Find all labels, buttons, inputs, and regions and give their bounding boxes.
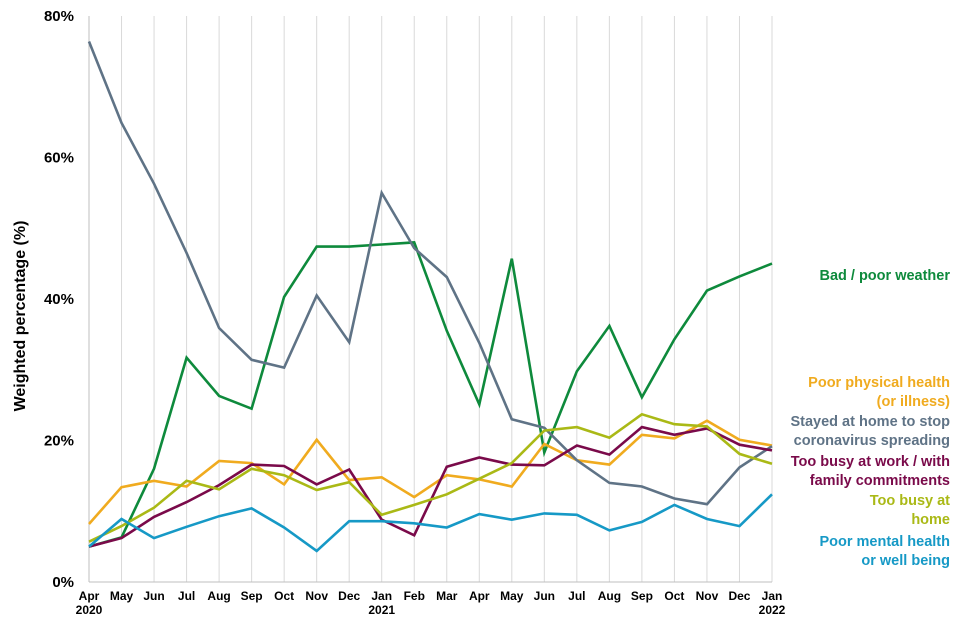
series-label-too-busy-at-home: Too busy at home: [870, 493, 950, 528]
x-tick-label: Feb: [404, 589, 425, 603]
series-label-line: Poor mental health: [819, 534, 950, 550]
series-label-stayed-at-home-to-stop-coronavirus-spreading: Stayed at home to stop coronavirus spread…: [790, 414, 950, 449]
series-label-line: Too busy at work / with: [791, 454, 950, 470]
y-tick-label: 80%: [44, 8, 74, 25]
y-tick-labels: 0% 20% 40% 60% 80%: [44, 8, 74, 591]
series-label-line: Bad / poor weather: [819, 268, 950, 284]
x-tick-label: Jan: [762, 589, 783, 603]
x-tick-label: Apr: [469, 589, 490, 603]
x-tick-label: Jun: [534, 589, 555, 603]
series-label-line: coronavirus spreading: [794, 433, 950, 449]
x-tick-label: Jan: [371, 589, 392, 603]
x-tick-year-label: 2020: [76, 603, 103, 617]
x-tick-label: Apr: [79, 589, 100, 603]
x-tick-label: May: [110, 589, 134, 603]
x-tick-label: Oct: [274, 589, 294, 603]
series-label-line: home: [911, 512, 950, 528]
y-axis-label: Weighted percentage (%): [12, 221, 29, 412]
series-label-line: Poor physical health: [808, 375, 950, 391]
x-tick-label: Dec: [728, 589, 750, 603]
x-tick-label: Jul: [178, 589, 195, 603]
x-tick-label: Sep: [631, 589, 653, 603]
x-tick-label: Sep: [241, 589, 263, 603]
x-tick-label: Nov: [305, 589, 328, 603]
x-tick-year-label: 2021: [368, 603, 395, 617]
series-line-stayed-at-home-to-stop-coronavirus-spreading: [87, 41, 773, 506]
x-tick-label: Oct: [664, 589, 684, 603]
x-tick-label: Aug: [598, 589, 621, 603]
y-tick-label: 60%: [44, 150, 74, 167]
series-label-too-busy-at-work-with-family-commitments: Too busy at work / with family commitment…: [791, 454, 950, 489]
series-labels: Bad / poor weather Poor physical health (o…: [790, 268, 950, 569]
y-tick-label: 20%: [44, 433, 74, 450]
series-lines: [87, 41, 773, 553]
x-tick-label: Jul: [568, 589, 585, 603]
x-tick-label: Mar: [436, 589, 458, 603]
series-line-bad-poor-weather: [88, 241, 773, 548]
x-tick-label: Nov: [696, 589, 719, 603]
series-line-too-busy-at-work-with-family-commitments: [88, 425, 773, 548]
x-tick-label: May: [500, 589, 524, 603]
series-label-line: family commitments: [810, 473, 950, 489]
vertical-gridlines: [121, 16, 773, 582]
axes: [88, 16, 772, 583]
series-label-line: or well being: [861, 553, 950, 569]
series-line-too-busy-at-home: [88, 412, 773, 543]
series-label-line: (or illness): [877, 394, 950, 410]
series-label-poor-physical-health-or-illness: Poor physical health (or illness): [808, 375, 950, 410]
y-tick-label: 40%: [44, 291, 74, 308]
x-tick-year-label: 2022: [759, 603, 786, 617]
series-line-poor-mental-health-or-well-being: [88, 493, 773, 553]
x-tick-label: Jun: [143, 589, 164, 603]
series-label-line: Too busy at: [870, 493, 950, 509]
x-tick-label: Dec: [338, 589, 360, 603]
y-tick-label: 0%: [52, 574, 74, 591]
series-label-poor-mental-health-or-well-being: Poor mental health or well being: [819, 534, 950, 569]
x-tick-label: Aug: [207, 589, 230, 603]
series-label-bad-poor-weather: Bad / poor weather: [819, 268, 950, 284]
series-label-line: Stayed at home to stop: [790, 414, 950, 430]
series-line-poor-physical-health-or-illness: [88, 419, 773, 525]
